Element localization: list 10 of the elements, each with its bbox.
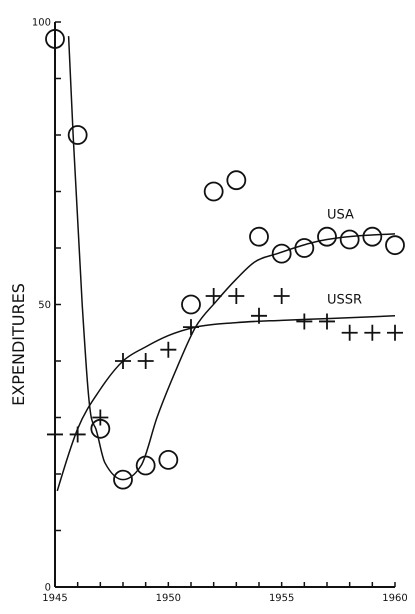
- series-label: USSR: [327, 292, 362, 308]
- y-tick-label: 0: [44, 582, 51, 594]
- series-label: USA: [327, 208, 354, 223]
- y-tick-label: 100: [32, 18, 51, 28]
- y-axis-title: EXPENDITURES: [9, 283, 28, 406]
- x-tick-label: 1945: [42, 593, 68, 604]
- x-tick-label: 1950: [156, 593, 182, 604]
- x-tick-label: 1955: [268, 593, 294, 604]
- y-tick-label: 50: [38, 300, 51, 311]
- x-tick-label: 1960: [382, 593, 408, 604]
